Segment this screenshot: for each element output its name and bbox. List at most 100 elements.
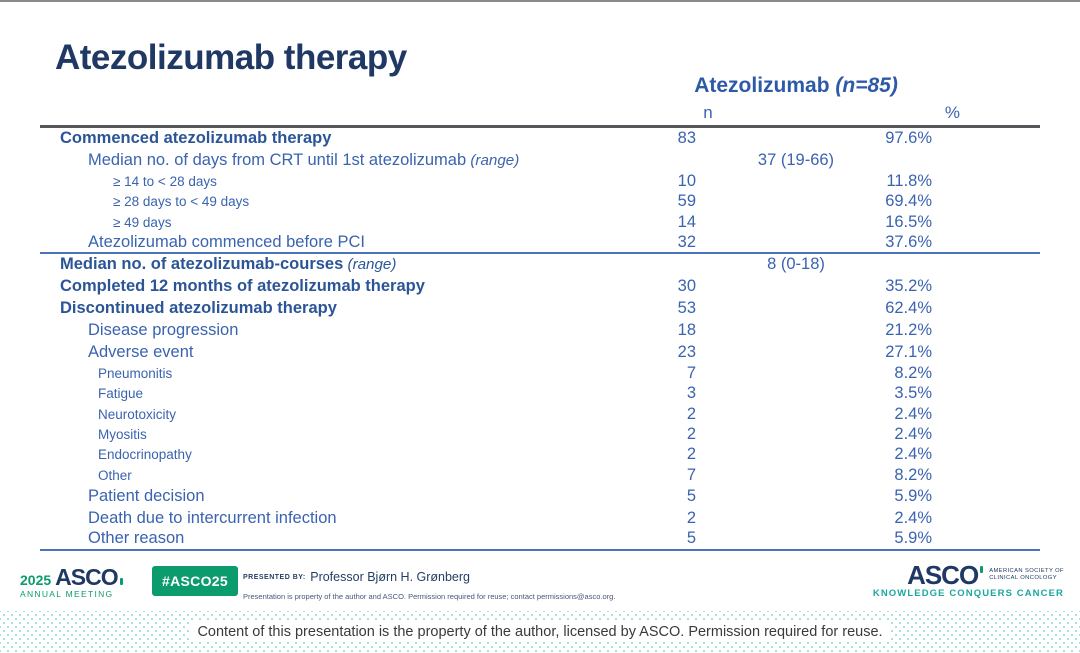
row-label: Death due to intercurrent infection [88,508,337,527]
hashtag-badge: #ASCO25 [152,566,238,596]
table-row: Median no. of days from CRT until 1st at… [40,149,1040,171]
row-n-value: 53 [677,299,696,318]
table-row: Myositis 2 2.4% [40,424,1040,444]
presented-by-block: PRESENTED BY: Professor Bjørn H. Grønber… [243,568,615,601]
table-group-header: Atezolizumab (n=85) [650,74,942,98]
group-name: Atezolizumab [694,74,830,97]
row-percent-value: 2.4% [894,404,932,423]
table-row: Death due to intercurrent infection 2 2.… [40,507,1040,529]
registered-mark-icon [980,565,984,573]
row-percent-value: 97.6% [885,128,932,147]
copyright-notice: Content of this presentation is the prop… [189,622,891,642]
row-percent-value: 35.2% [885,277,932,296]
society-line2: CLINICAL ONCOLOGY [989,575,1057,581]
column-header-n: n [703,103,713,122]
row-label: Fatigue [98,386,144,402]
row-percent-value: 62.4% [885,299,932,318]
asco-society-logo: ASCO AMERICAN SOCIETY OF CLINICAL ONCOLO… [872,560,1064,599]
bottom-notice-bar: Content of this presentation is the prop… [0,611,1080,653]
society-name: AMERICAN SOCIETY OF CLINICAL ONCOLOGY [989,568,1064,582]
asco-annual-meeting-logo: 2025 ASCO ANNUAL MEETING [20,564,140,599]
row-percent-value: 69.4% [885,192,932,211]
meeting-year: 2025 [20,572,52,588]
table-row: ≥ 28 days to < 49 days 59 69.4% [40,191,1040,211]
row-n-value: 32 [677,232,696,251]
row-percent-value: 2.4% [894,424,932,443]
table-column-headers: n % [40,103,1040,123]
slide-title: Atezolizumab therapy [55,38,407,77]
table-row: Discontinued atezolizumab therapy 53 62.… [40,298,1040,320]
row-percent-value: 37.6% [885,232,932,251]
row-n-value: 5 [686,486,696,505]
row-percent-value: 2.4% [894,445,932,464]
row-n-value: 7 [686,465,696,484]
row-label: Commenced atezolizumab therapy [60,128,332,147]
presenter-name: Professor Bjørn H. Grønberg [310,570,470,584]
row-percent-value: 2.4% [894,508,932,527]
row-n-value: 2 [686,445,696,464]
table-row: ≥ 14 to < 28 days 10 11.8% [40,171,1040,191]
table-row: Other 7 8.2% [40,465,1040,485]
row-n-value: 30 [677,277,696,296]
row-n-value: 14 [677,212,696,231]
table-row: Completed 12 months of atezolizumab ther… [40,276,1040,298]
row-n-value: 23 [677,342,696,361]
row-label: Median no. of atezolizumab-courses (rang… [60,255,397,274]
row-label: Patient decision [88,486,205,505]
row-label: Myositis [98,426,147,442]
asco-wordmark: ASCO [55,564,118,590]
row-percent-value: 8.2% [894,363,932,382]
row-percent-value: 16.5% [885,212,932,231]
group-n-count: (n=85) [835,74,898,97]
row-label: Completed 12 months of atezolizumab ther… [60,277,425,296]
row-label: Neurotoxicity [98,406,177,422]
table-top-rule [40,125,1040,128]
table-row: ≥ 49 days 14 16.5% [40,212,1040,232]
row-percent-value: 8.2% [894,465,932,484]
row-n-value: 2 [686,404,696,423]
table-row: Atezolizumab commenced before PCI 32 37.… [40,232,1040,255]
row-label: ≥ 14 to < 28 days [113,173,217,189]
row-percent-value: 11.8% [886,171,932,190]
asco-tagline: KNOWLEDGE CONQUERS CANCER [872,588,1064,599]
society-line1: AMERICAN SOCIETY OF [989,568,1064,574]
row-n-value: 2 [686,508,696,527]
row-n-value: 2 [686,424,696,443]
annual-meeting-label: ANNUAL MEETING [20,589,114,599]
row-n-value: 83 [677,128,696,147]
table-row: Patient decision 5 5.9% [40,485,1040,507]
table-row: Commenced atezolizumab therapy 83 97.6% [40,128,1040,150]
row-range-value: 8 (0-18) [767,255,825,274]
table-row: Neurotoxicity 2 2.4% [40,404,1040,424]
presented-by-label: PRESENTED BY: [243,574,306,581]
table-row: Disease progression 18 21.2% [40,319,1040,341]
row-label: ≥ 49 days [113,214,172,230]
table-body: Commenced atezolizumab therapy 83 97.6% … [40,128,1040,551]
atezolizumab-table: Atezolizumab (n=85) n % Commenced atezol… [40,74,1040,551]
row-label: Pneumonitis [98,365,173,381]
slide-footer: 2025 ASCO ANNUAL MEETING #ASCO25 PRESENT… [0,559,1080,607]
row-label: Endocrinopathy [98,447,192,463]
row-label: Adverse event [88,342,194,361]
table-group-header-row: Atezolizumab (n=85) [40,74,1040,103]
row-percent-value: 5.9% [894,486,932,505]
row-n-value: 3 [686,384,696,403]
column-header-percent: % [944,103,960,122]
row-percent-value: 5.9% [894,529,932,548]
row-percent-value: 21.2% [885,320,932,339]
row-label: Other reason [88,529,185,548]
table-row: Fatigue 3 3.5% [40,383,1040,403]
row-n-value: 59 [677,192,696,211]
row-label: Disease progression [88,320,239,339]
row-n-value: 10 [677,171,696,190]
asco-wordmark: ASCO [907,560,979,590]
row-label: Discontinued atezolizumab therapy [60,299,337,318]
row-percent-value: 3.5% [894,384,932,403]
table-row: Median no. of atezolizumab-courses (rang… [40,254,1040,276]
table-row: Pneumonitis 7 8.2% [40,363,1040,383]
row-n-value: 18 [677,320,696,339]
row-label: Other [98,467,132,483]
footer-disclaimer: Presentation is property of the author a… [243,592,616,601]
row-n-value: 7 [686,363,696,382]
row-range-value: 37 (19-66) [757,150,835,169]
